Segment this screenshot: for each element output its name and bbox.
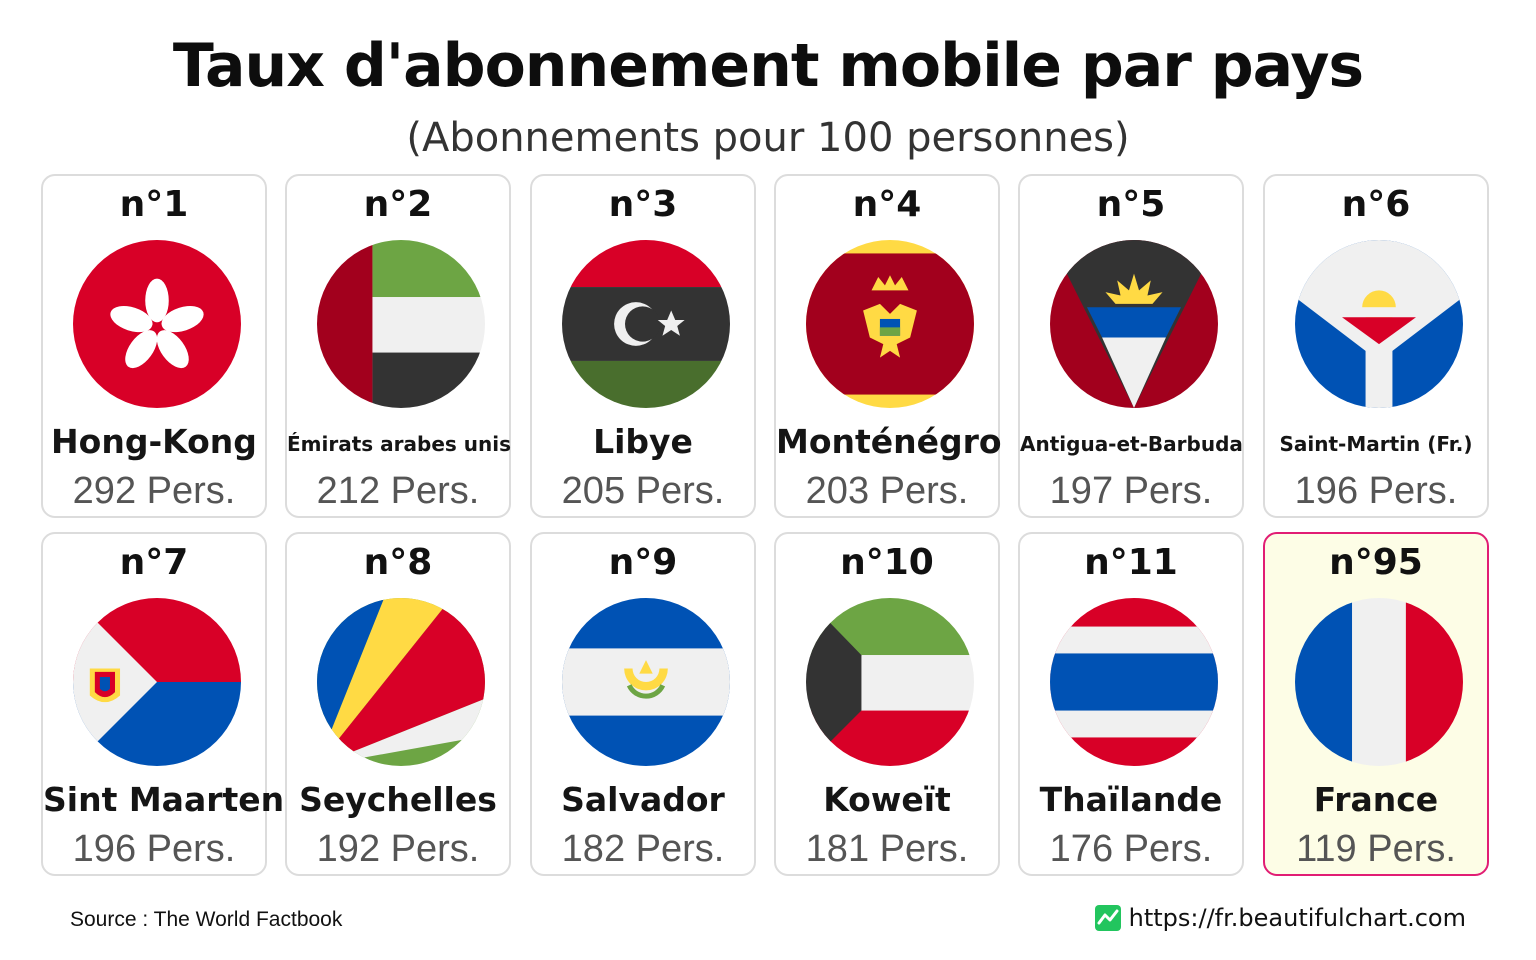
rank-label: n°10 — [840, 542, 934, 583]
kuwait-flag-icon — [806, 598, 974, 766]
value-label: 205 Pers. — [561, 470, 725, 512]
rank-label: n°9 — [608, 542, 678, 583]
country-card: n°6 Saint-Martin (Fr.) 196 Pers. — [1263, 174, 1489, 518]
country-card: n°9 Salvador 182 Pers. — [530, 532, 756, 876]
saint-martin-flag-icon — [1295, 240, 1463, 408]
uae-flag-icon — [317, 240, 485, 408]
chart-title: Taux d'abonnement mobile par pays — [172, 31, 1364, 101]
country-name: Koweït — [823, 780, 951, 819]
country-card: n°8 Seychelles 192 Pers. — [285, 532, 511, 876]
site-url[interactable]: https://fr.beautifulchart.com — [1128, 904, 1466, 932]
country-name: Seychelles — [299, 780, 497, 819]
rank-label: n°1 — [119, 184, 189, 225]
country-name: Libye — [593, 422, 693, 461]
value-label: 196 Pers. — [72, 828, 236, 870]
rank-label: n°11 — [1084, 542, 1178, 583]
libya-flag-icon — [562, 240, 730, 408]
country-card: n°7 Sint Maarten 196 Pers. — [41, 532, 285, 876]
rank-label: n°8 — [363, 542, 433, 583]
country-card: n°3 Libye 205 Pers. — [530, 174, 756, 518]
value-label: 181 Pers. — [805, 828, 969, 870]
country-name: Saint-Martin (Fr.) — [1279, 432, 1473, 456]
country-card: n°1 Hong-Kong 292 Pers. — [41, 174, 267, 518]
value-label: 212 Pers. — [316, 470, 480, 512]
rank-label: n°95 — [1329, 542, 1423, 583]
rank-label: n°5 — [1096, 184, 1166, 225]
value-label: 196 Pers. — [1294, 470, 1458, 512]
france-flag-icon — [1295, 598, 1463, 766]
country-card: n°4 Monténégro 203 Pers. — [774, 174, 1002, 518]
hong-kong-flag-icon — [73, 240, 241, 408]
country-card-highlighted: n°95 France 119 Pers. — [1263, 532, 1489, 876]
value-label: 197 Pers. — [1049, 470, 1213, 512]
el-salvador-flag-icon — [562, 598, 730, 766]
sint-maarten-flag-icon — [73, 598, 241, 766]
rank-label: n°3 — [608, 184, 678, 225]
country-name: Émirats arabes unis — [287, 432, 511, 456]
value-label: 203 Pers. — [805, 470, 969, 512]
country-name: Antigua-et-Barbuda — [1020, 432, 1243, 456]
site-link[interactable]: https://fr.beautifulchart.com — [1094, 904, 1466, 932]
country-name: Monténégro — [776, 422, 1002, 461]
montenegro-flag-icon — [806, 240, 974, 408]
seychelles-flag-icon — [317, 598, 485, 766]
country-card: n°5 Antigua-et-Barbuda 197 Pers. — [1018, 174, 1244, 518]
antigua-barbuda-flag-icon — [1050, 240, 1218, 408]
country-name: France — [1313, 780, 1439, 819]
country-name: Sint Maarten — [43, 780, 285, 819]
rank-label: n°4 — [852, 184, 922, 225]
value-label: 182 Pers. — [561, 828, 725, 870]
country-card: n°2 Émirats arabes unis 212 Pers. — [285, 174, 511, 518]
value-label: 176 Pers. — [1049, 828, 1213, 870]
country-name: Hong-Kong — [51, 422, 257, 461]
value-label: 192 Pers. — [316, 828, 480, 870]
country-name: Salvador — [561, 780, 725, 819]
line-chart-icon — [1094, 905, 1121, 931]
chart-subtitle: (Abonnements pour 100 personnes) — [406, 115, 1130, 161]
country-name: Thaïlande — [1039, 780, 1223, 819]
source-note: Source : The World Factbook — [70, 908, 343, 931]
rank-label: n°7 — [119, 542, 189, 583]
value-label: 119 Pers. — [1296, 828, 1456, 870]
thailand-flag-icon — [1050, 598, 1218, 766]
country-card: n°10 Koweït 181 Pers. — [774, 532, 1000, 876]
rank-label: n°2 — [363, 184, 433, 225]
value-label: 292 Pers. — [72, 470, 236, 512]
country-card: n°11 Thaïlande 176 Pers. — [1018, 532, 1244, 876]
rank-label: n°6 — [1341, 184, 1411, 225]
